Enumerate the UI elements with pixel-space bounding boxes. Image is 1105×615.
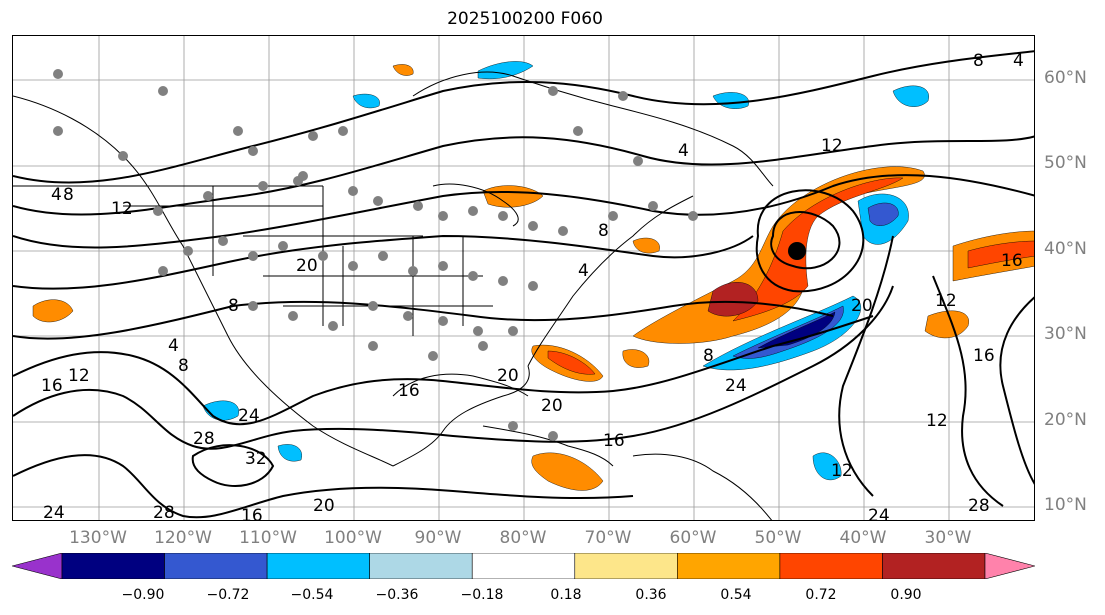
colorbar-extend-right bbox=[984, 552, 1037, 580]
shaded-fields bbox=[32, 61, 1034, 491]
colorbar-segment bbox=[61, 552, 165, 580]
lat-label: 10°N bbox=[1044, 495, 1087, 515]
colorbar-tick: −0.18 bbox=[460, 587, 504, 603]
colorbar bbox=[10, 552, 1037, 580]
lat-label: 40°N bbox=[1044, 239, 1087, 259]
colorbar-extend-left bbox=[10, 552, 63, 580]
lon-label: 90°W bbox=[414, 528, 462, 548]
contour-label: 12 bbox=[926, 411, 948, 431]
lon-label: 40°W bbox=[839, 528, 887, 548]
contour-label: 20 bbox=[851, 296, 873, 316]
contour-label: 20 bbox=[497, 366, 519, 386]
lat-label: 30°N bbox=[1044, 324, 1087, 344]
map-title: 2025100200 F060 bbox=[447, 9, 603, 29]
contour-label: 4 bbox=[168, 336, 179, 356]
contour-label: 8 bbox=[178, 356, 189, 376]
contour-label: 32 bbox=[245, 449, 267, 469]
contour-label: 16 bbox=[1001, 251, 1023, 271]
colorbar-tick: −0.54 bbox=[290, 587, 334, 603]
contour-label: 4 bbox=[1013, 51, 1024, 71]
contour-label-group: 4 8 12 16 20 24 28 32 8 4 12 16 20 24 28… bbox=[41, 51, 1024, 521]
lat-label: 50°N bbox=[1044, 153, 1087, 173]
lon-label: 130°W bbox=[69, 528, 127, 548]
weather-map: 4 8 12 16 20 24 28 32 8 4 12 16 20 24 28… bbox=[12, 35, 1035, 521]
lon-label: 120°W bbox=[154, 528, 212, 548]
colorbar-segment bbox=[677, 552, 781, 580]
lat-label: 60°N bbox=[1044, 68, 1087, 88]
contour-label: 4 bbox=[51, 185, 62, 205]
contour-label: 12 bbox=[111, 199, 133, 219]
contour-label: 12 bbox=[821, 136, 843, 156]
contour-label: 8 bbox=[228, 296, 239, 316]
contour-label: 24 bbox=[725, 376, 747, 396]
contour-label: 16 bbox=[973, 346, 995, 366]
lon-label: 80°W bbox=[499, 528, 547, 548]
colorbar-segment bbox=[369, 552, 473, 580]
colorbar-tick: −0.90 bbox=[121, 587, 165, 603]
colorbar-tick: 0.36 bbox=[635, 587, 667, 603]
height-contours bbox=[13, 50, 1034, 519]
contour-label: 8 bbox=[598, 221, 609, 241]
colorbar-segment bbox=[471, 552, 576, 580]
station-dots bbox=[53, 69, 698, 441]
lon-label: 50°W bbox=[754, 528, 802, 548]
lat-label: 20°N bbox=[1044, 410, 1087, 430]
contour-label: 24 bbox=[43, 503, 65, 521]
lon-label: 60°W bbox=[669, 528, 717, 548]
contour-label: 4 bbox=[578, 261, 589, 281]
contour-label: 12 bbox=[68, 366, 90, 386]
coastlines bbox=[13, 71, 774, 520]
lon-label: 70°W bbox=[584, 528, 632, 548]
contour-label: 12 bbox=[831, 461, 853, 481]
contour-label: 16 bbox=[241, 506, 263, 521]
lon-label: 110°W bbox=[239, 528, 297, 548]
colorbar-tick: 0.18 bbox=[550, 587, 582, 603]
colorbar-tick: 0.54 bbox=[720, 587, 752, 603]
contour-label: 28 bbox=[153, 503, 175, 521]
colorbar-segment bbox=[164, 552, 268, 580]
colorbar-segment bbox=[779, 552, 883, 580]
contour-label: 4 bbox=[678, 141, 689, 161]
contour-label: 24 bbox=[868, 506, 890, 521]
contour-label: 8 bbox=[63, 185, 74, 205]
contour-label: 12 bbox=[935, 291, 957, 311]
contour-label: 28 bbox=[193, 429, 215, 449]
contour-label: 28 bbox=[968, 496, 990, 516]
contour-label: 16 bbox=[41, 376, 63, 396]
colorbar-segment bbox=[574, 552, 678, 580]
contour-label: 24 bbox=[238, 406, 260, 426]
colorbar-tick: −0.36 bbox=[375, 587, 419, 603]
storm-center-marker bbox=[788, 242, 806, 260]
contour-label: 20 bbox=[296, 256, 318, 276]
contour-label: 20 bbox=[313, 496, 335, 516]
lon-label: 100°W bbox=[324, 528, 382, 548]
contour-label: 16 bbox=[398, 381, 420, 401]
contour-label: 8 bbox=[703, 346, 714, 366]
colorbar-tick: 0.72 bbox=[805, 587, 837, 603]
colorbar-tick: 0.90 bbox=[890, 587, 922, 603]
colorbar-canvas bbox=[10, 552, 1037, 580]
contour-label: 8 bbox=[973, 51, 984, 71]
colorbar-segment bbox=[882, 552, 986, 580]
colorbar-tick: −0.72 bbox=[206, 587, 250, 603]
contour-label: 20 bbox=[541, 396, 563, 416]
lon-label: 30°W bbox=[924, 528, 972, 548]
contour-label: 16 bbox=[603, 431, 625, 451]
map-canvas: 4 8 12 16 20 24 28 32 8 4 12 16 20 24 28… bbox=[13, 36, 1034, 521]
colorbar-segment bbox=[266, 552, 370, 580]
